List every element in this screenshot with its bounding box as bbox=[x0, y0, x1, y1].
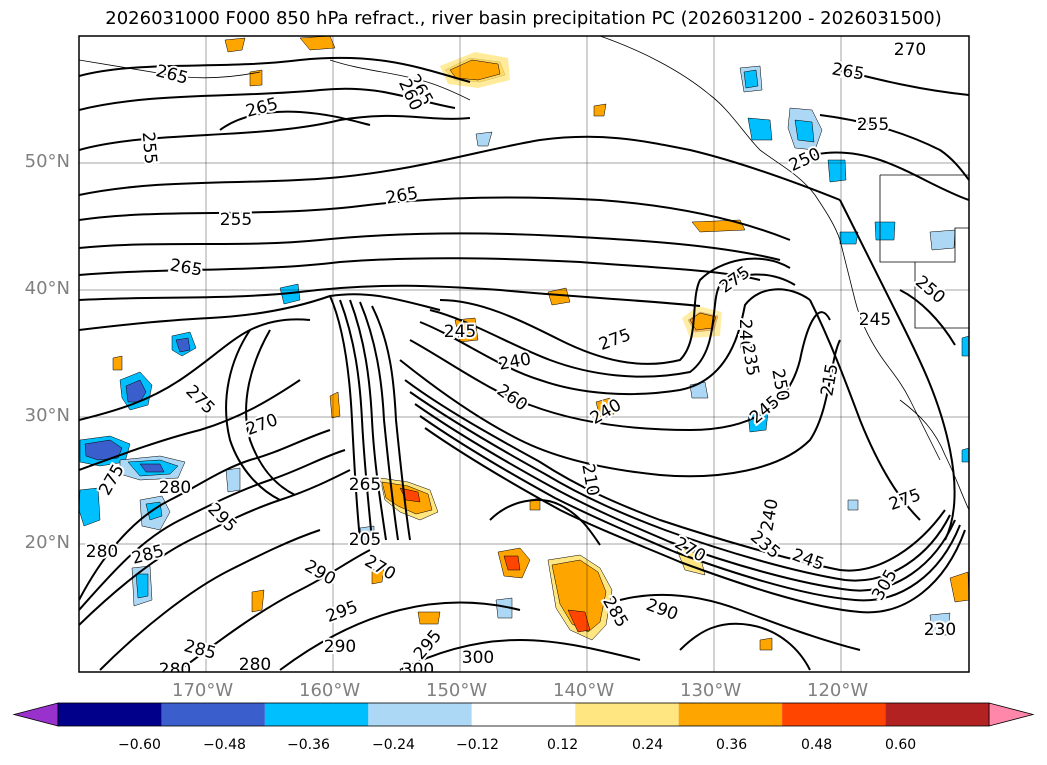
colorbar-tick: 0.24 bbox=[632, 737, 664, 753]
colorbar-segment bbox=[782, 703, 886, 726]
contour-label: 300 bbox=[402, 660, 434, 680]
lon-label-150w: 150°W bbox=[426, 680, 488, 701]
colorbar-segment bbox=[471, 703, 576, 726]
contour-label: 280 bbox=[239, 655, 271, 675]
contour-label: 280 bbox=[159, 478, 191, 498]
contour-label: 255 bbox=[138, 131, 161, 165]
colorbar-tick: −0.48 bbox=[203, 737, 246, 753]
lat-label-40n: 40°N bbox=[24, 278, 70, 299]
map-title: 2026031000 F000 850 hPa refract., river … bbox=[105, 8, 942, 29]
colorbar-segment bbox=[678, 703, 783, 726]
colorbar-frame bbox=[57, 702, 990, 727]
coastlines bbox=[79, 36, 969, 511]
contour-label: 255 bbox=[857, 115, 889, 135]
colorbar-segment bbox=[58, 703, 162, 726]
lon-label-160w: 160°W bbox=[299, 680, 361, 701]
colorbar-tick: −0.12 bbox=[456, 737, 499, 753]
lon-label-120w: 120°W bbox=[807, 680, 869, 701]
contour-label: 205 bbox=[349, 530, 381, 550]
contour-label: 270 bbox=[894, 40, 926, 60]
colorbar bbox=[12, 702, 1035, 727]
contour-label: 280 bbox=[159, 660, 191, 680]
lon-label-130w: 130°W bbox=[680, 680, 742, 701]
contour-label: 265 bbox=[349, 475, 381, 495]
colorbar-tick: 0.12 bbox=[547, 737, 579, 753]
contour-label: 290 bbox=[324, 637, 356, 657]
colorbar-segment bbox=[368, 703, 472, 726]
contour-label: 245 bbox=[444, 322, 476, 342]
lat-label-30n: 30°N bbox=[24, 405, 70, 426]
contour-label: 240 bbox=[735, 319, 755, 351]
colorbar-segment bbox=[575, 703, 679, 726]
colorbar-segment bbox=[885, 703, 989, 726]
lat-label-50n: 50°N bbox=[24, 151, 70, 172]
colorbar-tick: −0.60 bbox=[118, 737, 161, 753]
colorbar-tick: −0.24 bbox=[372, 737, 415, 753]
colorbar-segment bbox=[264, 703, 369, 726]
map-frame bbox=[78, 35, 970, 673]
contour-label: 300 bbox=[462, 648, 494, 668]
colorbar-tick: −0.36 bbox=[287, 737, 330, 753]
colorbar-tick: 0.36 bbox=[716, 737, 748, 753]
lat-label-20n: 20°N bbox=[24, 532, 70, 553]
colorbar-tick: 0.60 bbox=[885, 737, 917, 753]
colorbar-segment bbox=[161, 703, 265, 726]
contour-label: 280 bbox=[86, 542, 118, 562]
contour-label: 230 bbox=[924, 620, 956, 640]
colorbar-tick: 0.48 bbox=[801, 737, 833, 753]
contour-label: 245 bbox=[859, 310, 891, 330]
lon-label-140w: 140°W bbox=[553, 680, 615, 701]
contour-label: 255 bbox=[220, 210, 252, 230]
colorbar-extend-low bbox=[12, 702, 59, 727]
refractivity-contours bbox=[79, 56, 969, 671]
lon-label-170w: 170°W bbox=[172, 680, 234, 701]
precip-shading bbox=[79, 36, 969, 651]
colorbar-extend-high bbox=[988, 702, 1035, 727]
graticule bbox=[79, 36, 969, 672]
